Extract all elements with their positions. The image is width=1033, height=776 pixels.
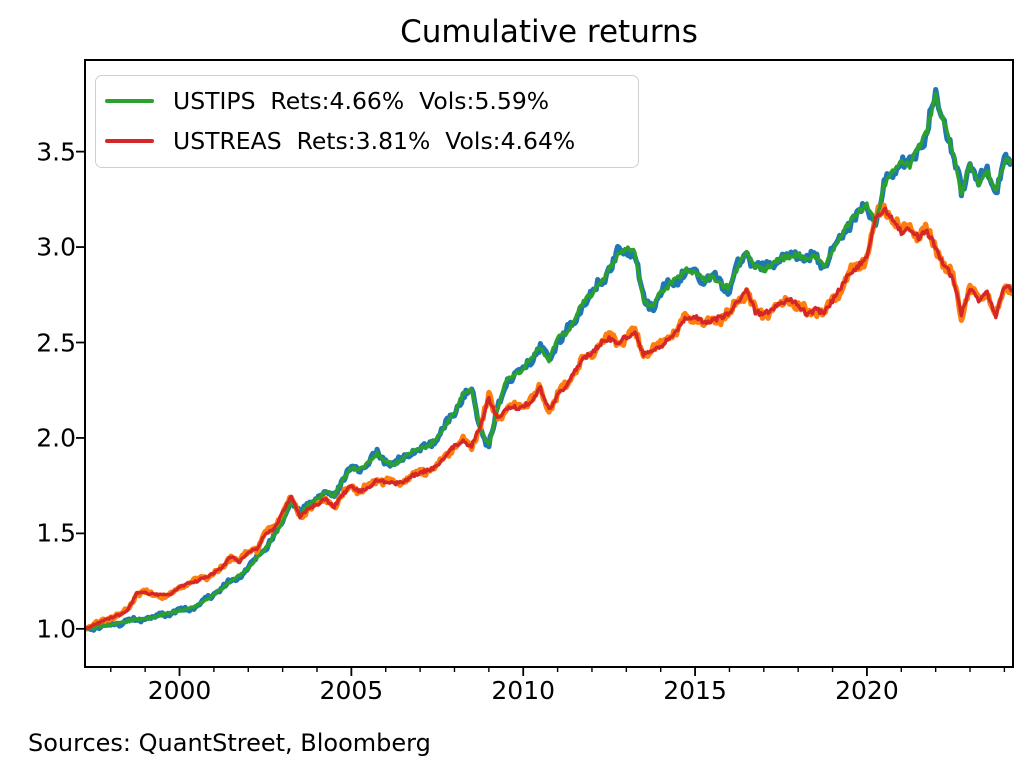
legend-swatch xyxy=(105,99,154,103)
x-tick-label: 2005 xyxy=(319,676,384,705)
x-tick-label: 2015 xyxy=(663,676,727,705)
y-tick-label: 1.5 xyxy=(36,518,76,548)
legend-item: USTREAS Rets:3.81% Vols:4.64% xyxy=(105,121,638,161)
y-tick-label: 3.5 xyxy=(36,137,76,167)
series-line-ustreas xyxy=(85,206,1013,631)
series-line-ustips xyxy=(85,91,1013,631)
chart-title: Cumulative returns xyxy=(400,14,698,50)
legend-label: USTIPS Rets:4.66% Vols:5.59% xyxy=(173,87,550,115)
y-tick-label: 1.0 xyxy=(36,614,76,644)
source-note: Sources: QuantStreet, Bloomberg xyxy=(28,729,431,757)
x-tick-label: 2000 xyxy=(147,676,212,705)
x-tick-label: 2020 xyxy=(835,676,899,705)
y-tick-label: 3.0 xyxy=(36,232,76,262)
y-tick-label: 2.5 xyxy=(36,328,76,357)
legend-item: USTIPS Rets:4.66% Vols:5.59% xyxy=(105,81,638,121)
legend-swatch xyxy=(105,139,154,143)
plot-area-border xyxy=(84,59,1014,668)
x-tick-label: 2010 xyxy=(491,676,556,705)
legend: USTIPS Rets:4.66% Vols:5.59% USTREAS Rets… xyxy=(95,75,639,168)
legend-label: USTREAS Rets:3.81% Vols:4.64% xyxy=(173,127,576,155)
y-tick-label: 2.0 xyxy=(36,423,76,453)
